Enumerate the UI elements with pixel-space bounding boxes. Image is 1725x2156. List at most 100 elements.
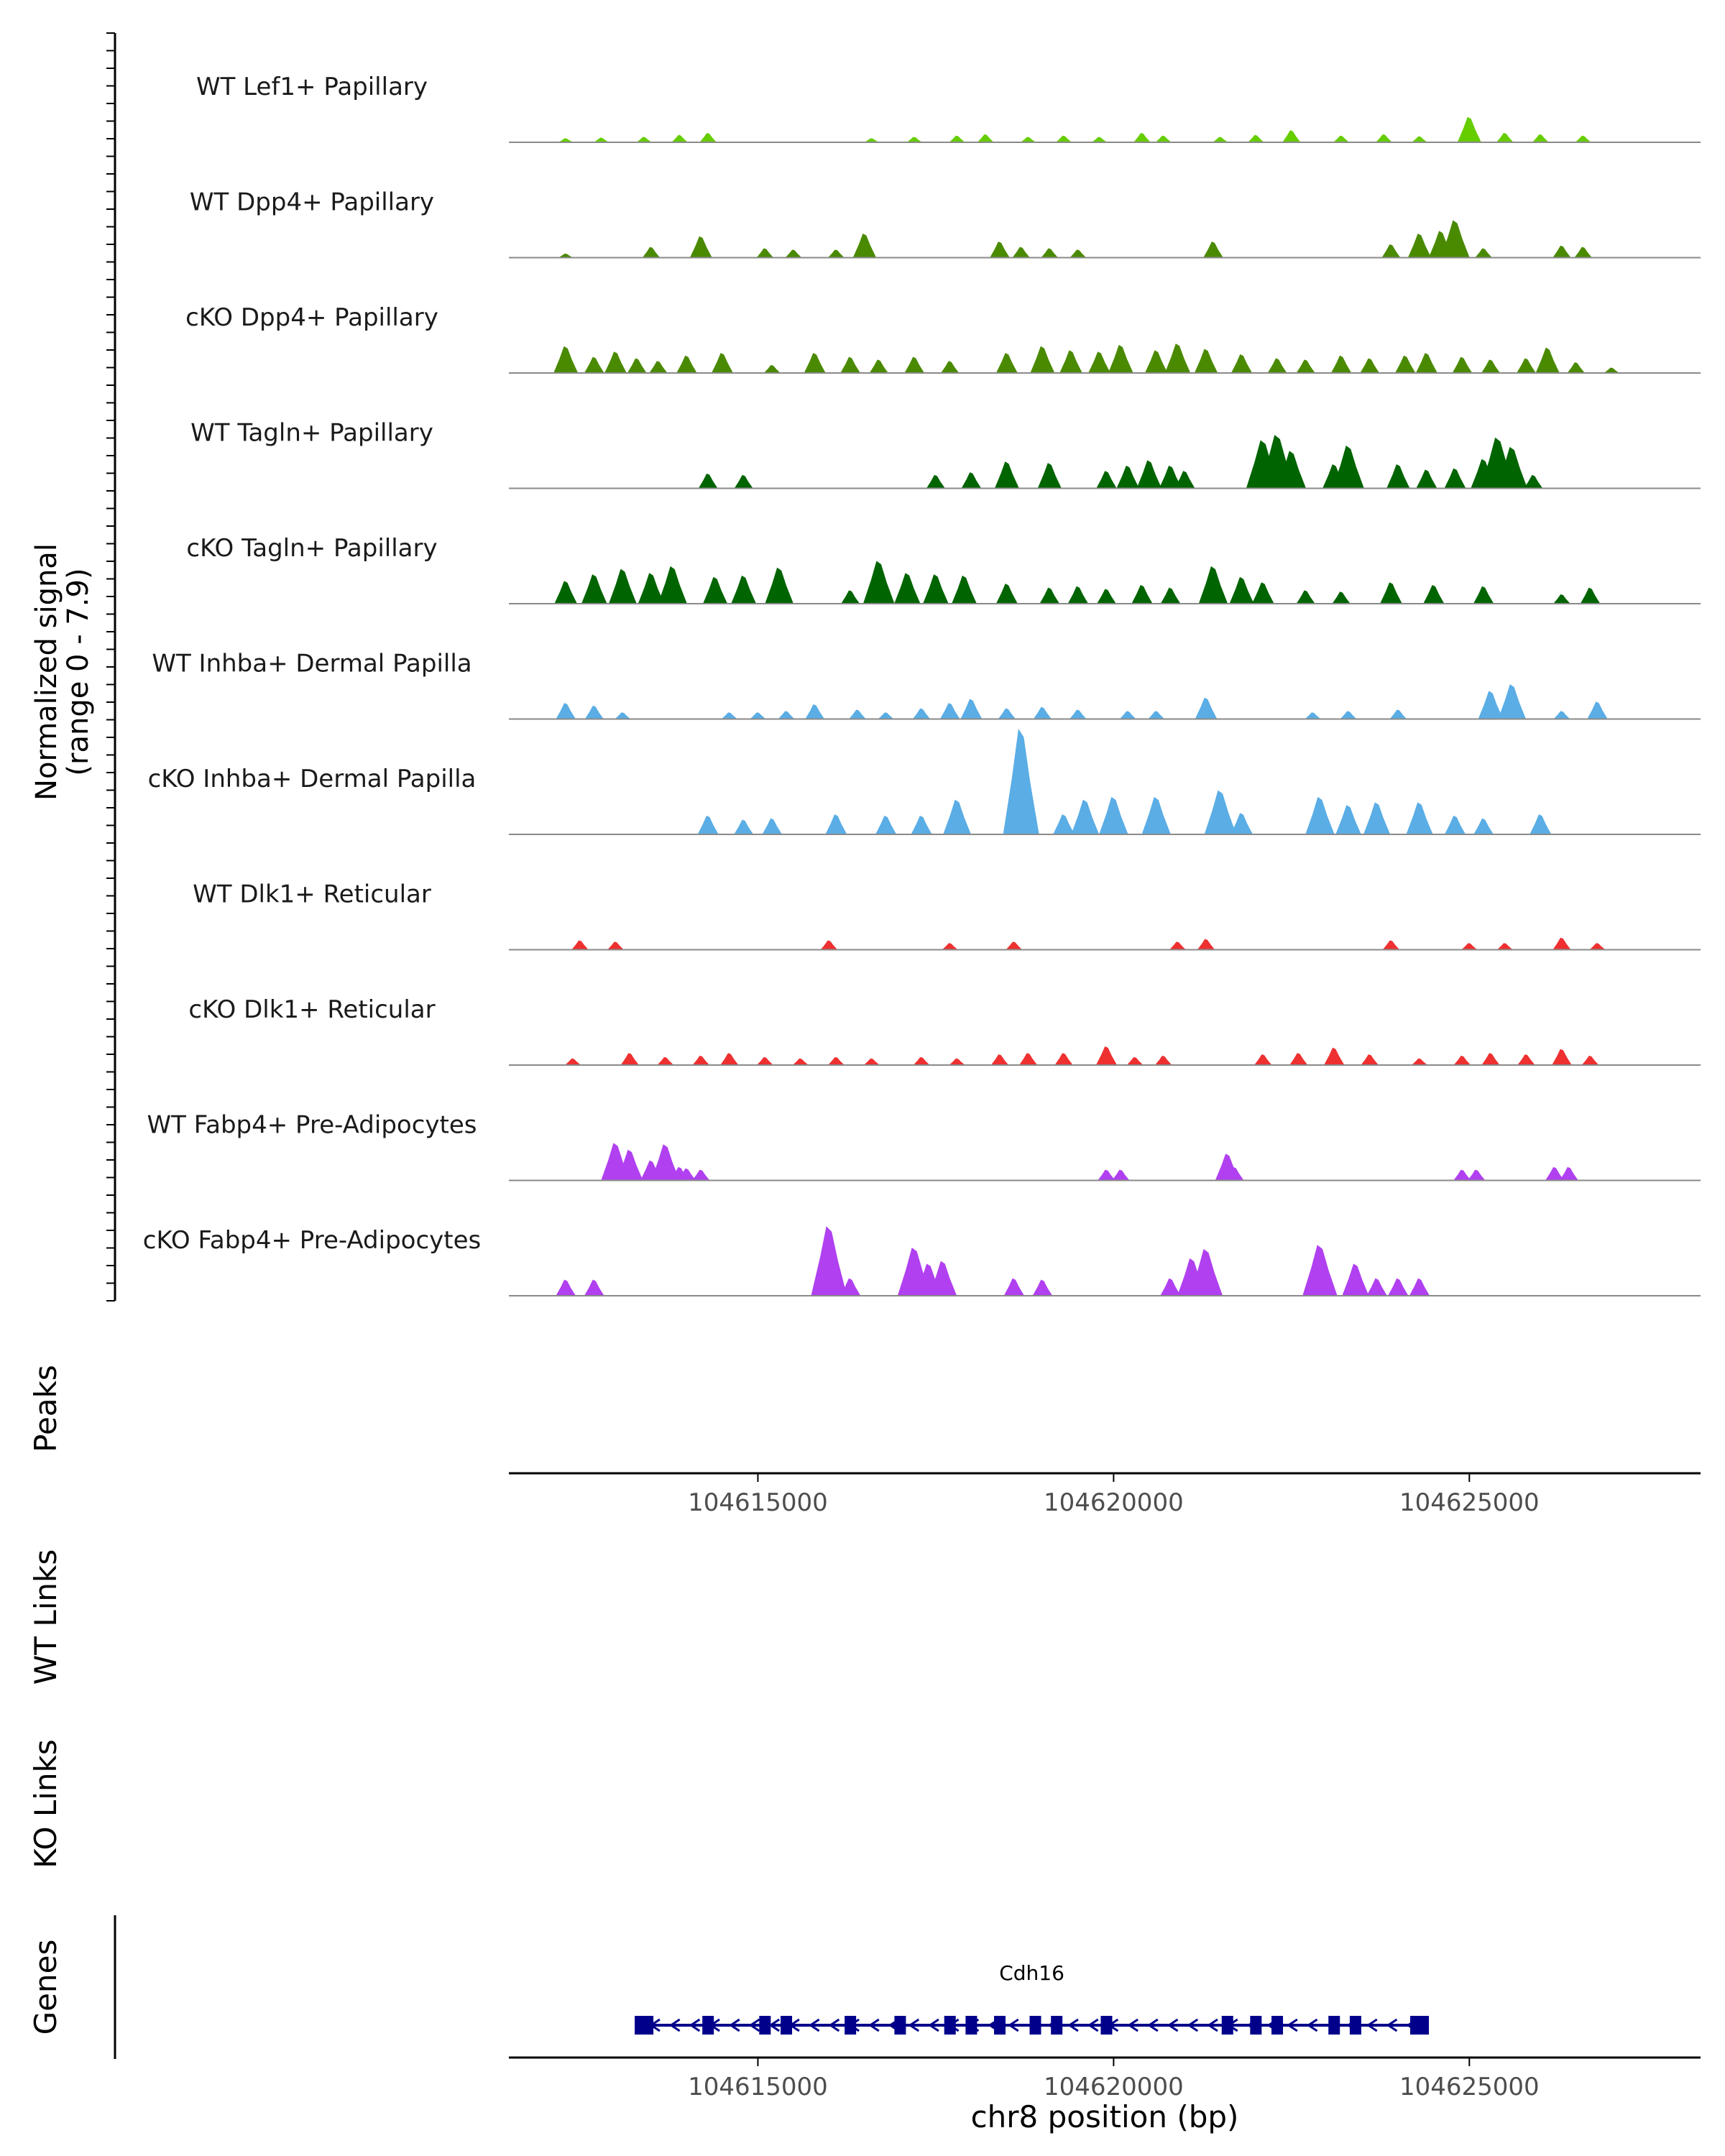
coverage-peak — [1059, 350, 1082, 373]
coverage-peak — [689, 236, 712, 258]
strand-arrow — [1366, 2018, 1378, 2032]
coverage-peak — [869, 359, 888, 373]
coverage-peak — [1333, 135, 1350, 142]
coverage-peak — [1376, 134, 1392, 142]
track-label-cko-tagln-papillary: cKO Tagln+ Papillary — [186, 534, 437, 563]
coverage-peak — [1254, 1054, 1272, 1065]
strand-arrow — [1167, 2018, 1179, 2032]
coverage-peak — [1330, 355, 1352, 373]
gene-exon — [894, 2016, 906, 2035]
coverage-peak — [1517, 1054, 1535, 1065]
track-label-wt-dpp4-papillary: WT Dpp4+ Papillary — [190, 188, 434, 217]
coverage-peak — [1388, 1278, 1409, 1296]
coverage-peak — [584, 356, 604, 373]
gene-exon — [759, 2016, 771, 2035]
coverage-peak — [1496, 446, 1528, 489]
coverage-peak — [1382, 940, 1400, 950]
coverage-peak — [1159, 465, 1182, 489]
signal-axis-range-label: (range 0 - 7.9) — [62, 568, 95, 775]
strand-arrow — [689, 2018, 701, 2032]
coverage-peak — [904, 356, 925, 373]
coverage-peak — [941, 361, 960, 373]
coverage-peak — [827, 249, 845, 258]
coverage-peak — [1154, 1055, 1172, 1065]
coverage-peak — [1098, 1169, 1116, 1181]
coverage-peak — [1194, 349, 1218, 373]
coverage-peak — [1478, 691, 1504, 719]
coverage-peak — [1296, 359, 1315, 373]
coverage-peak — [1012, 247, 1030, 258]
coverage-peak — [911, 815, 932, 834]
genes-x-axis: 104615000 104620000 104625000 chr8 position… — [509, 2056, 1701, 2134]
coverage-peak — [1340, 711, 1357, 719]
coverage-peak — [840, 1278, 861, 1296]
coverage-peak — [820, 940, 838, 950]
coverage-peak — [864, 138, 880, 142]
coverage-peak — [553, 346, 579, 373]
coverage-peak — [1096, 471, 1117, 489]
coverage-peak — [756, 1056, 773, 1065]
coverage-peak — [990, 1054, 1009, 1065]
coverage-peak — [1409, 1278, 1430, 1296]
coverage-peak — [671, 134, 688, 142]
coverage-peak — [1097, 589, 1116, 604]
coverage-peak — [1481, 359, 1500, 373]
coverage-peak — [765, 567, 794, 604]
coverage-peak — [620, 1053, 639, 1065]
coverage-peak — [1037, 463, 1062, 489]
coverage-peak — [926, 474, 945, 489]
coverage-peak — [1395, 355, 1416, 373]
coverage-peak — [1452, 356, 1473, 373]
coverage-peak — [657, 1056, 674, 1065]
coverage-peak — [1457, 116, 1481, 142]
coverage-peak — [1155, 135, 1172, 142]
coverage-peak — [692, 1169, 710, 1181]
coverage-peak — [1589, 943, 1606, 950]
strand-arrow — [729, 2018, 740, 2032]
strand-arrow — [1306, 2018, 1318, 2032]
coverage-peak — [1197, 939, 1215, 950]
coverage-peak — [995, 584, 1018, 604]
coverage-peak — [608, 568, 637, 604]
gene-exon — [944, 2016, 956, 2035]
coverage-peak — [676, 355, 697, 373]
coverage-peak — [1095, 1046, 1118, 1065]
gene-exon — [1051, 2016, 1063, 2035]
strand-arrow — [868, 2018, 880, 2032]
coverage-peak — [1112, 1169, 1130, 1181]
coverage-peak — [1481, 1053, 1500, 1065]
coverage-peak — [792, 1058, 809, 1065]
coverage-peak — [827, 1056, 845, 1065]
coverage-peak — [1342, 1263, 1369, 1296]
track-label-cko-fabp4-pre-adipocytes: cKO Fabp4+ Pre-Adipocytes — [143, 1226, 482, 1255]
coverage-peak — [1545, 1166, 1565, 1181]
coverage-peak — [604, 351, 627, 373]
coverage-peak — [1416, 469, 1438, 489]
coverage-peak — [840, 356, 860, 373]
strand-arrow — [1008, 2018, 1019, 2032]
coverage-peak — [1473, 818, 1494, 834]
peaks-panel-label: Peaks — [28, 1365, 63, 1452]
coverage-peak — [594, 137, 610, 142]
coverage-peak — [990, 241, 1010, 258]
coverage-peak — [756, 248, 774, 258]
coverage-peak — [642, 247, 661, 258]
coverage-peak — [571, 940, 589, 950]
coverage-peak — [1164, 344, 1191, 373]
coverage-peak — [1574, 247, 1592, 258]
coverage-peak — [1116, 465, 1139, 489]
coverage-peak — [636, 137, 652, 142]
coverage-peak — [1440, 220, 1470, 258]
track-label-wt-lef1-papillary: WT Lef1+ Papillary — [196, 73, 428, 101]
coverage-peak — [1423, 584, 1445, 604]
coverage-peak — [1517, 358, 1536, 373]
coverage-peak — [1406, 802, 1433, 834]
coverage-peak — [734, 819, 754, 834]
coverage-peak — [804, 353, 826, 373]
coverage-peak — [912, 708, 931, 719]
coverage-peak — [1444, 468, 1466, 489]
gene-name-label: Cdh16 — [999, 1961, 1064, 1985]
coverage-peak — [1276, 451, 1307, 489]
coverage-peak — [913, 1056, 930, 1065]
coverage-peak — [1126, 1056, 1144, 1065]
